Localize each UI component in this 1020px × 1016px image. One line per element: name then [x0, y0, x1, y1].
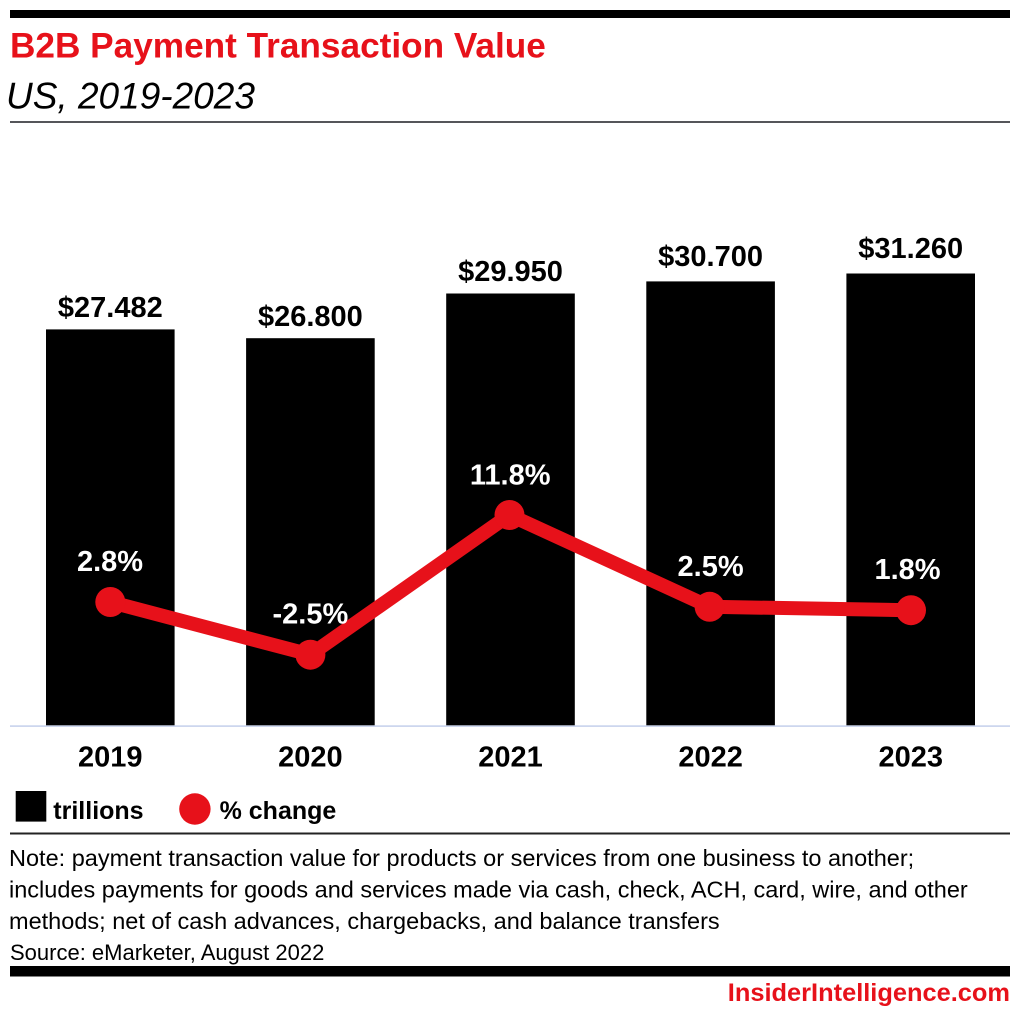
svg-text:11.8%: 11.8% [470, 460, 551, 492]
svg-text:2.5%: 2.5% [678, 551, 744, 583]
svg-text:US, 2019-2023: US, 2019-2023 [6, 75, 255, 116]
svg-text:$26.800: $26.800 [258, 301, 363, 333]
svg-text:$31.260: $31.260 [858, 233, 963, 265]
svg-text:2020: 2020 [278, 742, 343, 774]
svg-text:1.8%: 1.8% [874, 554, 940, 586]
svg-text:-2.5%: -2.5% [273, 599, 349, 631]
svg-text:trillions: trillions [53, 797, 143, 825]
svg-text:$27.482: $27.482 [58, 292, 163, 324]
svg-text:2021: 2021 [478, 742, 543, 774]
svg-text:includes payments for goods an: includes payments for goods and services… [9, 877, 968, 903]
svg-text:methods; net of cash advances,: methods; net of cash advances, chargebac… [9, 908, 720, 934]
svg-text:% change: % change [220, 797, 337, 825]
svg-text:B2B Payment Transaction Value: B2B Payment Transaction Value [10, 27, 546, 66]
svg-text:2019: 2019 [78, 742, 143, 774]
svg-text:2.8%: 2.8% [77, 546, 143, 578]
svg-text:2023: 2023 [878, 742, 943, 774]
svg-text:$29.950: $29.950 [458, 256, 563, 288]
svg-text:$30.700: $30.700 [658, 241, 763, 273]
svg-text:Note: payment transaction valu: Note: payment transaction value for prod… [9, 845, 914, 871]
svg-text:InsiderIntelligence.com: InsiderIntelligence.com [728, 979, 1010, 1007]
svg-text:2022: 2022 [678, 742, 743, 774]
svg-text:Source: eMarketer, August 2022: Source: eMarketer, August 2022 [10, 940, 324, 965]
